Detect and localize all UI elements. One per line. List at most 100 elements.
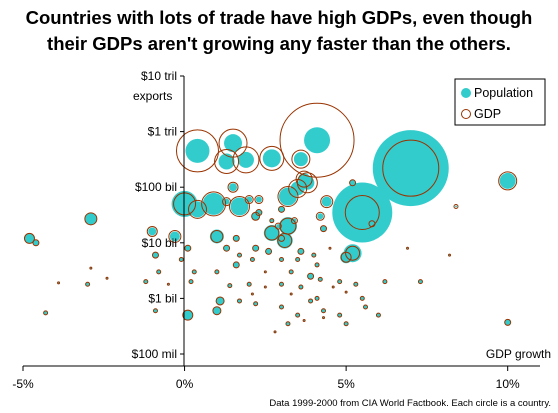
gdp-bubble bbox=[291, 149, 311, 169]
gdp-bubble bbox=[308, 298, 314, 304]
gdp-bubble bbox=[368, 220, 376, 228]
axes: -5% 0% 5% 10% $10 tril $1 tril $100 bil $10 bil… bbox=[12, 69, 540, 391]
population-bubble bbox=[255, 196, 262, 203]
population-bubble bbox=[315, 296, 320, 301]
gdp-bubble bbox=[173, 192, 197, 216]
gdp-bubble bbox=[298, 284, 304, 290]
source-note: Data 1999-2000 from CIA World Factbook. … bbox=[269, 398, 551, 409]
gdp-bubble bbox=[274, 222, 282, 230]
gdp-bubble bbox=[340, 251, 352, 263]
population-bubble bbox=[252, 245, 259, 252]
gdp-bubble bbox=[343, 321, 349, 327]
gdp-bubble bbox=[279, 281, 284, 287]
bubble-layer bbox=[23, 102, 518, 334]
gdp-bubble bbox=[244, 195, 254, 205]
gdp-bubble bbox=[328, 246, 332, 250]
gdp-bubble bbox=[250, 292, 254, 296]
population-bubble bbox=[321, 196, 332, 207]
gdp-bubble bbox=[152, 308, 158, 314]
population-bubble bbox=[293, 152, 308, 167]
population-bubble bbox=[209, 229, 224, 244]
population-bubble bbox=[227, 283, 232, 288]
population-bubble bbox=[182, 310, 193, 321]
population-bubble bbox=[276, 224, 281, 229]
gdp-bubble bbox=[166, 282, 170, 286]
x-tick-label: 5% bbox=[337, 377, 355, 391]
gdp-bubble bbox=[322, 316, 326, 320]
chart-subtitle: their GDPs aren't growing any faster tha… bbox=[47, 33, 511, 54]
gdp-bubble bbox=[201, 191, 227, 217]
population-bubble bbox=[279, 257, 284, 262]
population-bubble bbox=[169, 231, 180, 242]
legend-gdp-swatch bbox=[461, 109, 471, 119]
population-bubble bbox=[337, 313, 342, 318]
gdp-bubble bbox=[289, 292, 293, 296]
gdp-bubble bbox=[353, 281, 359, 287]
population-bubble bbox=[224, 134, 243, 153]
gdp-bubble bbox=[311, 252, 317, 258]
population-bubble bbox=[214, 269, 219, 274]
population-bubble bbox=[279, 305, 284, 310]
gdp-bubble bbox=[277, 186, 299, 208]
gdp-bubble bbox=[314, 295, 320, 301]
x-tick-label: 0% bbox=[176, 377, 194, 391]
population-bubble bbox=[278, 217, 297, 236]
population-bubble bbox=[353, 282, 358, 287]
population-bubble bbox=[216, 296, 225, 305]
chart-title: Countries with lots of trade have high G… bbox=[26, 7, 533, 28]
y-tick-label: $100 mil bbox=[132, 347, 177, 361]
gdp-bubble bbox=[227, 181, 239, 193]
gdp-bubble bbox=[317, 276, 323, 282]
gdp-bubble bbox=[295, 312, 301, 318]
population-bubble bbox=[184, 245, 191, 252]
gdp-bubble bbox=[252, 244, 260, 252]
gdp-bubble bbox=[344, 290, 348, 294]
population-bubble bbox=[344, 321, 349, 326]
population-bubble bbox=[297, 248, 304, 255]
gdp-bubble bbox=[295, 257, 301, 263]
gdp-bubble bbox=[43, 310, 49, 316]
population-bubble bbox=[360, 296, 365, 301]
population-bubble bbox=[307, 273, 314, 280]
legend-population-label: Population bbox=[474, 86, 533, 100]
gdp-bubble bbox=[57, 281, 61, 285]
gdp-bubble bbox=[146, 225, 158, 237]
gdp-bubble bbox=[307, 272, 315, 280]
gdp-bubble bbox=[297, 247, 305, 255]
gdp-bubble bbox=[337, 279, 343, 285]
gdp-bubble bbox=[89, 266, 93, 270]
gdp-bubble bbox=[182, 309, 194, 321]
y-tick-label: $10 tril bbox=[141, 69, 177, 83]
population-bubble bbox=[285, 321, 290, 326]
gdp-bubble bbox=[279, 102, 355, 178]
population-bubble bbox=[185, 138, 210, 163]
gdp-bubble bbox=[227, 283, 233, 289]
population-bubble bbox=[152, 252, 159, 259]
legend-gdp-label: GDP bbox=[474, 107, 501, 121]
population-bubble bbox=[308, 298, 313, 303]
population-bubble bbox=[278, 235, 285, 242]
gdp-bubble bbox=[249, 257, 255, 263]
gdp-bubble bbox=[363, 304, 369, 310]
gdp-bubble bbox=[184, 244, 192, 252]
gdp-bubble bbox=[279, 304, 284, 310]
population-bubble bbox=[418, 279, 423, 284]
population-bubble bbox=[156, 269, 161, 274]
gdp-bubble bbox=[254, 195, 264, 205]
x-tick-label: 10% bbox=[496, 377, 520, 391]
population-bubble bbox=[504, 319, 511, 326]
gdp-bubble bbox=[253, 301, 259, 307]
population-bubble bbox=[262, 149, 281, 168]
population-bubble bbox=[279, 282, 284, 287]
population-bubble bbox=[349, 179, 356, 186]
population-bubble bbox=[263, 225, 280, 242]
population-bubble bbox=[269, 218, 274, 223]
population-bubble bbox=[253, 301, 258, 306]
population-bubble bbox=[311, 253, 316, 258]
gdp-bubble bbox=[290, 217, 298, 225]
gdp-bubble bbox=[302, 319, 306, 323]
gdp-bubble bbox=[259, 145, 285, 171]
gdp-bubble bbox=[168, 229, 182, 243]
gdp-bubble bbox=[255, 209, 263, 217]
population-bubble bbox=[318, 277, 323, 282]
